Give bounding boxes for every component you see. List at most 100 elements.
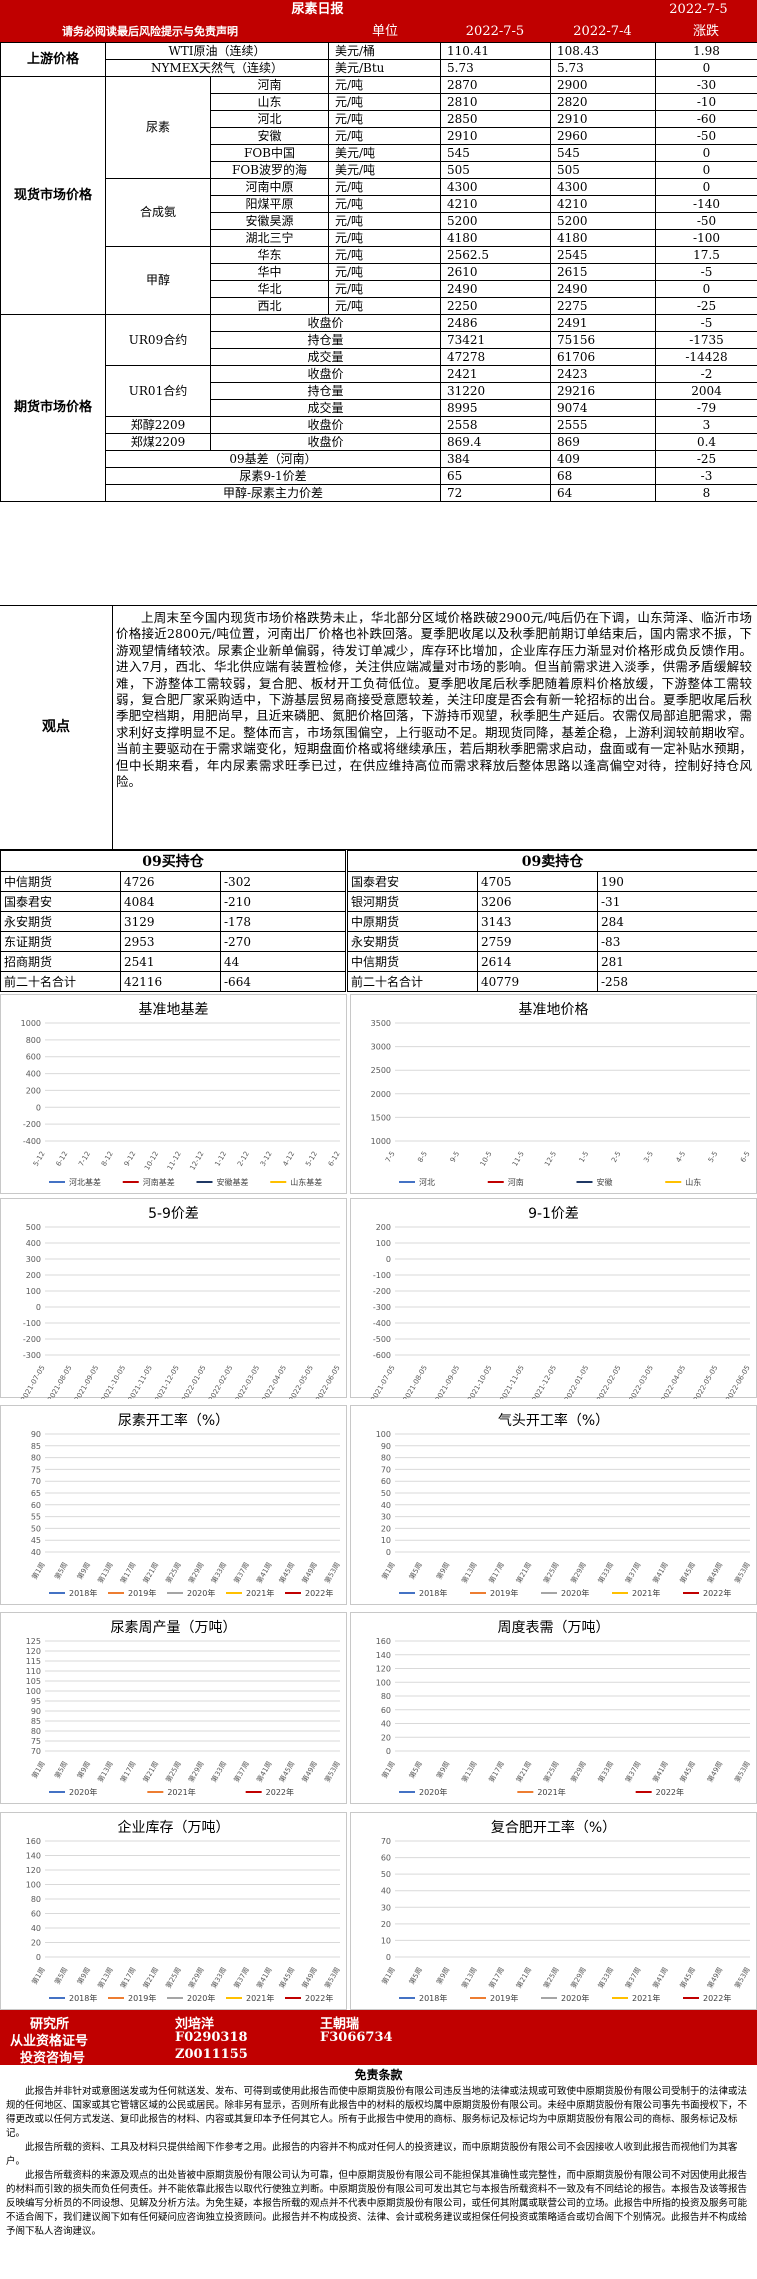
y-tick-label: 0 <box>386 1953 391 1962</box>
y-tick-label: 115 <box>26 1657 41 1666</box>
table-row: 尿素9-1价差 65 68 -3 <box>1 467 757 485</box>
x-tick-label: 第29周 <box>569 1966 588 1990</box>
value-change: -1735 <box>655 331 757 349</box>
value-today: 31220 <box>440 382 551 400</box>
x-tick-label: 4-12 <box>281 1150 296 1168</box>
table-row: 郑醇2209 收盘价 2558 2555 3 <box>1 416 757 434</box>
legend-label: 2018年 <box>419 1588 447 1598</box>
x-tick-label: 第5周 <box>52 1966 69 1986</box>
value-today: 505 <box>440 161 551 179</box>
table-row: 安徽 元/吨 2910 2960 -50 <box>1 127 757 145</box>
report-header: 尿素日报 2022-7-5 请务必阅读最后风险提示与免责声明 单位 2022-7… <box>0 0 757 42</box>
value-change: 3 <box>655 416 757 434</box>
x-tick-label: 第1周 <box>30 1561 47 1581</box>
legend-label: 2022年 <box>305 1993 333 2003</box>
x-tick-label: 第25周 <box>164 1760 183 1784</box>
item-name: 安徽昊源 <box>210 212 329 230</box>
x-tick-label: 第13周 <box>96 1760 115 1784</box>
x-tick-label: 第45周 <box>678 1760 697 1784</box>
broker-name: 前二十名合计 <box>347 971 478 992</box>
position-change: -270 <box>220 931 346 952</box>
x-tick-label: 第5周 <box>52 1561 69 1581</box>
y-tick-label: 200 <box>26 1271 41 1280</box>
y-tick-label: 110 <box>26 1667 41 1676</box>
x-tick-label: 2022-04-05 <box>261 1364 288 1399</box>
y-tick-label: 40 <box>381 1720 391 1729</box>
legend-label: 2021年 <box>246 1993 274 2003</box>
footer-license-label: 从业资格证号 <box>10 2034 89 2049</box>
x-tick-label: 2021-09-05 <box>73 1364 100 1399</box>
y-tick-label: 70 <box>381 1837 391 1846</box>
y-tick-label: 85 <box>31 1442 41 1451</box>
y-tick-label: 100 <box>376 1678 391 1687</box>
value-today: 2490 <box>440 280 551 298</box>
table-row: 华中 元/吨 2610 2615 -5 <box>1 263 757 281</box>
x-tick-label: 2021-10-05 <box>100 1364 127 1399</box>
position-value: 4084 <box>120 891 221 912</box>
value-change: -2 <box>655 365 757 383</box>
x-tick-label: 7-12 <box>77 1150 92 1168</box>
value-prev: 5200 <box>550 212 656 230</box>
value-today: 2850 <box>440 110 551 128</box>
value-prev: 2910 <box>550 110 656 128</box>
value-change: -50 <box>655 212 757 230</box>
y-tick-label: 10 <box>381 1936 391 1945</box>
table-row: 华北 元/吨 2490 2490 0 <box>1 280 757 298</box>
table-row: 国泰君安 4705 190 <box>347 871 757 892</box>
item-name: 安徽 <box>210 127 329 145</box>
y-tick-label: 40 <box>31 1924 41 1933</box>
value-prev: 29216 <box>550 382 656 400</box>
table-row: 郑煤2209 收盘价 869.4 869 0.4 <box>1 433 757 451</box>
x-tick-label: 2022-04-05 <box>660 1364 687 1399</box>
legend-label: 2022年 <box>656 1787 684 1797</box>
y-tick-label: 45 <box>31 1536 41 1545</box>
y-tick-label: 30 <box>381 1513 391 1522</box>
chart-panel: 125 120 115 110 105 100 95 90 85 80 75 70 第1周 第5周 第9周第… <box>0 1612 347 1804</box>
y-tick-label: 65 <box>31 1489 41 1498</box>
legend-label: 2020年 <box>561 1993 589 2003</box>
x-tick-label: 1-5 <box>578 1150 591 1164</box>
y-tick-label: 70 <box>31 1477 41 1486</box>
y-tick-label: 90 <box>381 1442 391 1451</box>
table-row: 现货市场价格 尿素 河南 元/吨 2870 2900 -30 <box>0 76 757 315</box>
x-tick-label: 第5周 <box>407 1760 424 1780</box>
y-tick-label: 125 <box>26 1637 41 1646</box>
y-tick-label: 2000 <box>371 1090 391 1099</box>
x-tick-label: 第37周 <box>232 1561 251 1585</box>
chart-svg: 70 60 50 40 30 20 10 0 第1周 第5周 第9周 第13周 第17周 第21周 第25周… <box>380 1837 752 2003</box>
x-tick-label: 第29周 <box>186 1561 205 1585</box>
x-tick-label: 第17周 <box>487 1760 506 1784</box>
x-tick-label: 第13周 <box>459 1966 478 1990</box>
contract-name: UR01合约 <box>105 365 211 417</box>
position-value: 4726 <box>120 871 221 892</box>
footer-consult-no: Z0011155 <box>175 2047 248 2062</box>
value-prev: 869 <box>550 433 656 451</box>
y-tick-label: 500 <box>26 1223 41 1232</box>
x-tick-label: 第1周 <box>380 1966 397 1986</box>
legend-label: 2021年 <box>632 1588 660 1598</box>
x-tick-label: 6-5 <box>739 1150 752 1164</box>
y-tick-label: 105 <box>26 1677 41 1686</box>
position-change: 284 <box>597 911 757 932</box>
x-tick-label: 2-5 <box>610 1150 623 1164</box>
position-change: -664 <box>220 971 346 992</box>
y-tick-label: -400 <box>23 1137 41 1146</box>
table-row: 前二十名合计 42116 -664 <box>0 971 346 992</box>
y-tick-label: -200 <box>373 1287 391 1296</box>
position-change: -83 <box>597 931 757 952</box>
table-row: 中原期货 3143 284 <box>347 911 757 932</box>
x-tick-label: 2022-05-05 <box>692 1364 719 1399</box>
broker-name: 中原期货 <box>347 911 478 932</box>
value-prev: 2615 <box>550 263 656 281</box>
y-tick-label: 20 <box>381 1733 391 1742</box>
x-tick-label: 2021-07-05 <box>19 1364 46 1399</box>
table-row: 东证期货 2953 -270 <box>0 931 346 952</box>
x-tick-label: 第49周 <box>300 1561 319 1585</box>
value-today: 2910 <box>440 127 551 145</box>
x-tick-label: 第29周 <box>186 1966 205 1990</box>
broker-name: 招商期货 <box>0 951 121 972</box>
legend-label: 2021年 <box>537 1787 565 1797</box>
x-tick-label: 第29周 <box>569 1760 588 1784</box>
y-tick-label: 1500 <box>371 1113 391 1122</box>
x-tick-label: 5-5 <box>707 1150 720 1164</box>
